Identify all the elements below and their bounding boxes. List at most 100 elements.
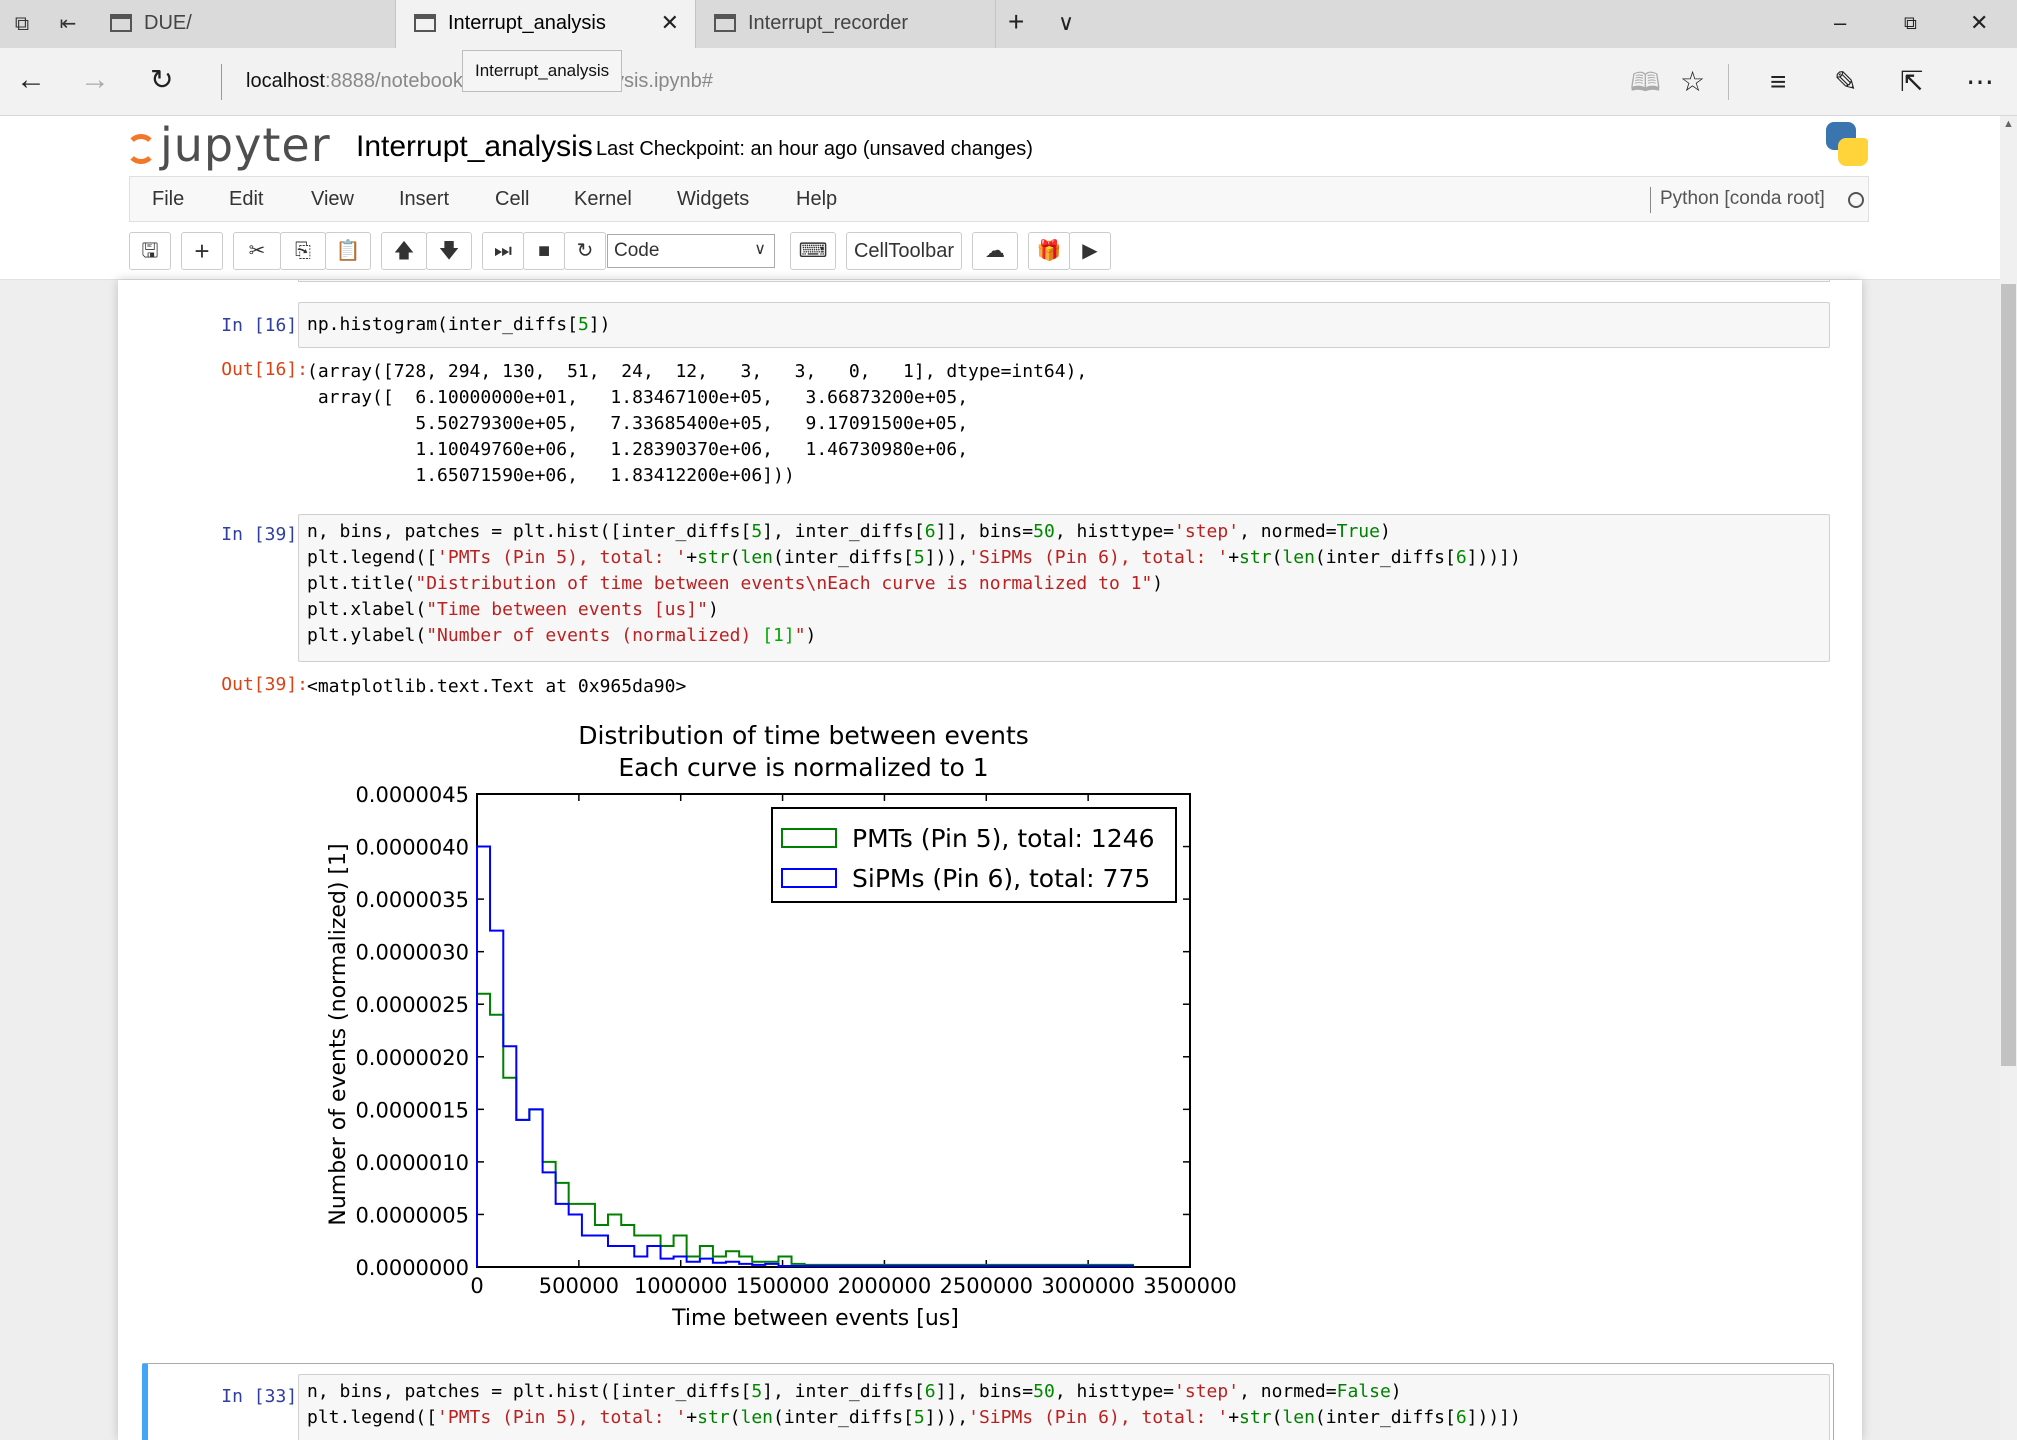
page-icon <box>414 14 436 32</box>
y-tick-label: 0.0000030 <box>355 941 469 965</box>
y-tick-label: 0.0000015 <box>355 1098 469 1122</box>
gift-button[interactable]: 🎁 <box>1028 232 1070 270</box>
move-up-button[interactable]: 🡅 <box>381 232 427 270</box>
y-tick-label: 0.0000005 <box>355 1203 469 1227</box>
tab-label: Interrupt_analysis <box>448 12 606 34</box>
tab-list-chevron-icon[interactable]: ∨ <box>1058 10 1075 35</box>
tab-interrupt-recorder[interactable]: Interrupt_recorder <box>696 0 996 48</box>
legend-box <box>771 807 1177 903</box>
scroll-thumb[interactable] <box>2001 284 2016 1066</box>
chevron-down-icon: ∨ <box>754 241 766 258</box>
run-cell-button[interactable]: ⏭ <box>482 232 524 270</box>
tab-interrupt-analysis[interactable]: Interrupt_analysis ✕ <box>396 0 696 48</box>
url-host: localhost <box>246 70 325 92</box>
back-icon[interactable]: ← <box>16 63 46 96</box>
restart-kernel-button[interactable]: ↻ <box>564 232 606 270</box>
previous-cell-edge <box>298 280 1830 282</box>
move-down-button[interactable]: 🡇 <box>426 232 472 270</box>
menu-help[interactable]: Help <box>796 188 838 210</box>
output-prompt: Out[39]: <box>221 674 308 695</box>
save-button[interactable]: 🖫 <box>129 232 171 270</box>
legend-swatch <box>781 868 837 888</box>
notebook-container: In [16]: np.histogram(inter_diffs[5]) Ou… <box>118 280 1862 1440</box>
series-line-sipms <box>476 845 1134 1267</box>
menu-edit[interactable]: Edit <box>229 188 264 210</box>
x-tick-label: 0 <box>470 1274 483 1298</box>
code-cell-input[interactable]: np.histogram(inter_diffs[5]) <box>298 302 1830 348</box>
jupyter-header: jupyter Interrupt_analysis Last Checkpoi… <box>0 116 2000 280</box>
x-tick-label: 500000 <box>539 1274 619 1298</box>
chart-title: Each curve is normalized to 1 <box>618 753 988 782</box>
x-tick-label: 2000000 <box>838 1274 932 1298</box>
insert-cell-button[interactable]: + <box>181 232 223 270</box>
copy-button[interactable]: ⎘ <box>280 232 326 270</box>
favorite-star-icon[interactable]: ☆ <box>1680 66 1706 97</box>
legend-entry: SiPMs (Pin 6), total: 775 <box>852 864 1150 893</box>
menu-insert[interactable]: Insert <box>399 188 450 210</box>
code-line: plt.title("Distribution of time between … <box>307 573 1164 594</box>
restore-icon[interactable]: ⧉ <box>1904 13 1917 33</box>
menu-file[interactable]: File <box>152 188 185 210</box>
url-path-tail: alysis.ipynb# <box>598 70 713 92</box>
output-line: array([ 6.10000000e+01, 1.83467100e+05, … <box>307 387 969 408</box>
web-note-pen-icon[interactable]: ✎ <box>1834 66 1858 97</box>
reading-view-icon[interactable]: 🕮 <box>1630 67 1661 97</box>
menu-cell[interactable]: Cell <box>495 188 530 210</box>
forward-icon[interactable]: → <box>80 63 110 96</box>
jupyter-logo-text: jupyter <box>160 118 331 172</box>
paste-button[interactable]: 📋 <box>325 232 371 270</box>
code-line: n, bins, patches = plt.hist([inter_diffs… <box>307 521 1391 542</box>
menu-bar: File Edit View Insert Cell Kernel Widget… <box>129 176 1869 222</box>
celltoolbar-button[interactable]: CellToolbar <box>846 232 962 270</box>
menu-widgets[interactable]: Widgets <box>677 188 750 210</box>
interrupt-kernel-button[interactable]: ■ <box>523 232 565 270</box>
input-prompt: In [39]: <box>221 524 308 545</box>
refresh-icon[interactable]: ↻ <box>150 64 174 95</box>
chart-svg: Distribution of time between events Each … <box>326 721 1237 1331</box>
y-tick-label: 0.0000020 <box>355 1046 469 1070</box>
page-icon <box>110 14 132 32</box>
menu-kernel[interactable]: Kernel <box>574 188 632 210</box>
page-icon <box>714 14 736 32</box>
notebook-title[interactable]: Interrupt_analysis <box>356 130 593 163</box>
tab-label: Interrupt_recorder <box>748 12 909 34</box>
cell-type-select[interactable]: Code ∨ <box>607 234 775 268</box>
code-line: plt.legend(['PMTs (Pin 5), total: '+str(… <box>307 1407 1521 1428</box>
scroll-up-icon[interactable]: ▲ <box>2003 118 2014 130</box>
share-icon[interactable]: ⇱ <box>1900 66 1924 97</box>
kernel-name: Python [conda root] <box>1660 188 1825 209</box>
code-cell-input[interactable]: n, bins, patches = plt.hist([inter_diffs… <box>298 514 1830 662</box>
tab-label: DUE/ <box>144 12 192 34</box>
code-line: np.histogram(inter_diffs[5]) <box>307 314 611 335</box>
hub-icon[interactable]: ≡ <box>1770 66 1787 97</box>
keyboard-shortcuts-button[interactable]: ⌨ <box>790 232 836 270</box>
input-prompt: In [16]: <box>221 315 308 336</box>
upload-cloud-button[interactable]: ☁ <box>972 232 1018 270</box>
input-prompt: In [33]: <box>221 1386 308 1407</box>
toolbar-separator <box>1728 64 1729 100</box>
notebook-toolbar: 🖫 + ✂ ⎘ 📋 🡅 🡇 ⏭ ■ ↻ Code ∨ ⌨ CellToolbar… <box>129 232 1869 272</box>
more-icon[interactable]: ⋯ <box>1966 66 1994 97</box>
y-tick-label: 0.0000045 <box>355 783 469 807</box>
x-tick-label: 1000000 <box>634 1274 728 1298</box>
jupyter-logo-ring-icon <box>126 134 156 164</box>
close-tab-icon[interactable]: ✕ <box>660 10 679 35</box>
cut-button[interactable]: ✂ <box>233 232 281 270</box>
present-slideshow-button[interactable]: ▶ <box>1069 232 1111 270</box>
histogram-chart: Distribution of time between events Each … <box>308 720 1268 1345</box>
new-tab-icon[interactable]: + <box>1008 6 1025 37</box>
selected-cell[interactable] <box>142 1363 1834 1440</box>
minimize-icon[interactable]: – <box>1834 10 1847 35</box>
page-scrollbar[interactable]: ▲ <box>2000 116 2017 1440</box>
y-tick-label: 0.0000040 <box>355 836 469 860</box>
checkpoint-status: Last Checkpoint: an hour ago (unsaved ch… <box>596 138 1033 160</box>
menu-view[interactable]: View <box>311 188 354 210</box>
tab-due[interactable]: DUE/ <box>92 0 396 48</box>
tab-group-icon[interactable]: ⧉ <box>14 13 30 35</box>
close-window-icon[interactable]: ✕ <box>1970 10 1989 35</box>
y-tick-label: 0.0000025 <box>355 993 469 1017</box>
set-tabs-aside-icon[interactable]: ⇤ <box>59 13 77 35</box>
url-path: :8888/notebooks/ <box>324 70 479 92</box>
url-field[interactable]: localhost:8888/notebooks/alysis.ipynb# <box>246 70 713 93</box>
code-cell-input[interactable]: n, bins, patches = plt.hist([inter_diffs… <box>298 1374 1830 1440</box>
